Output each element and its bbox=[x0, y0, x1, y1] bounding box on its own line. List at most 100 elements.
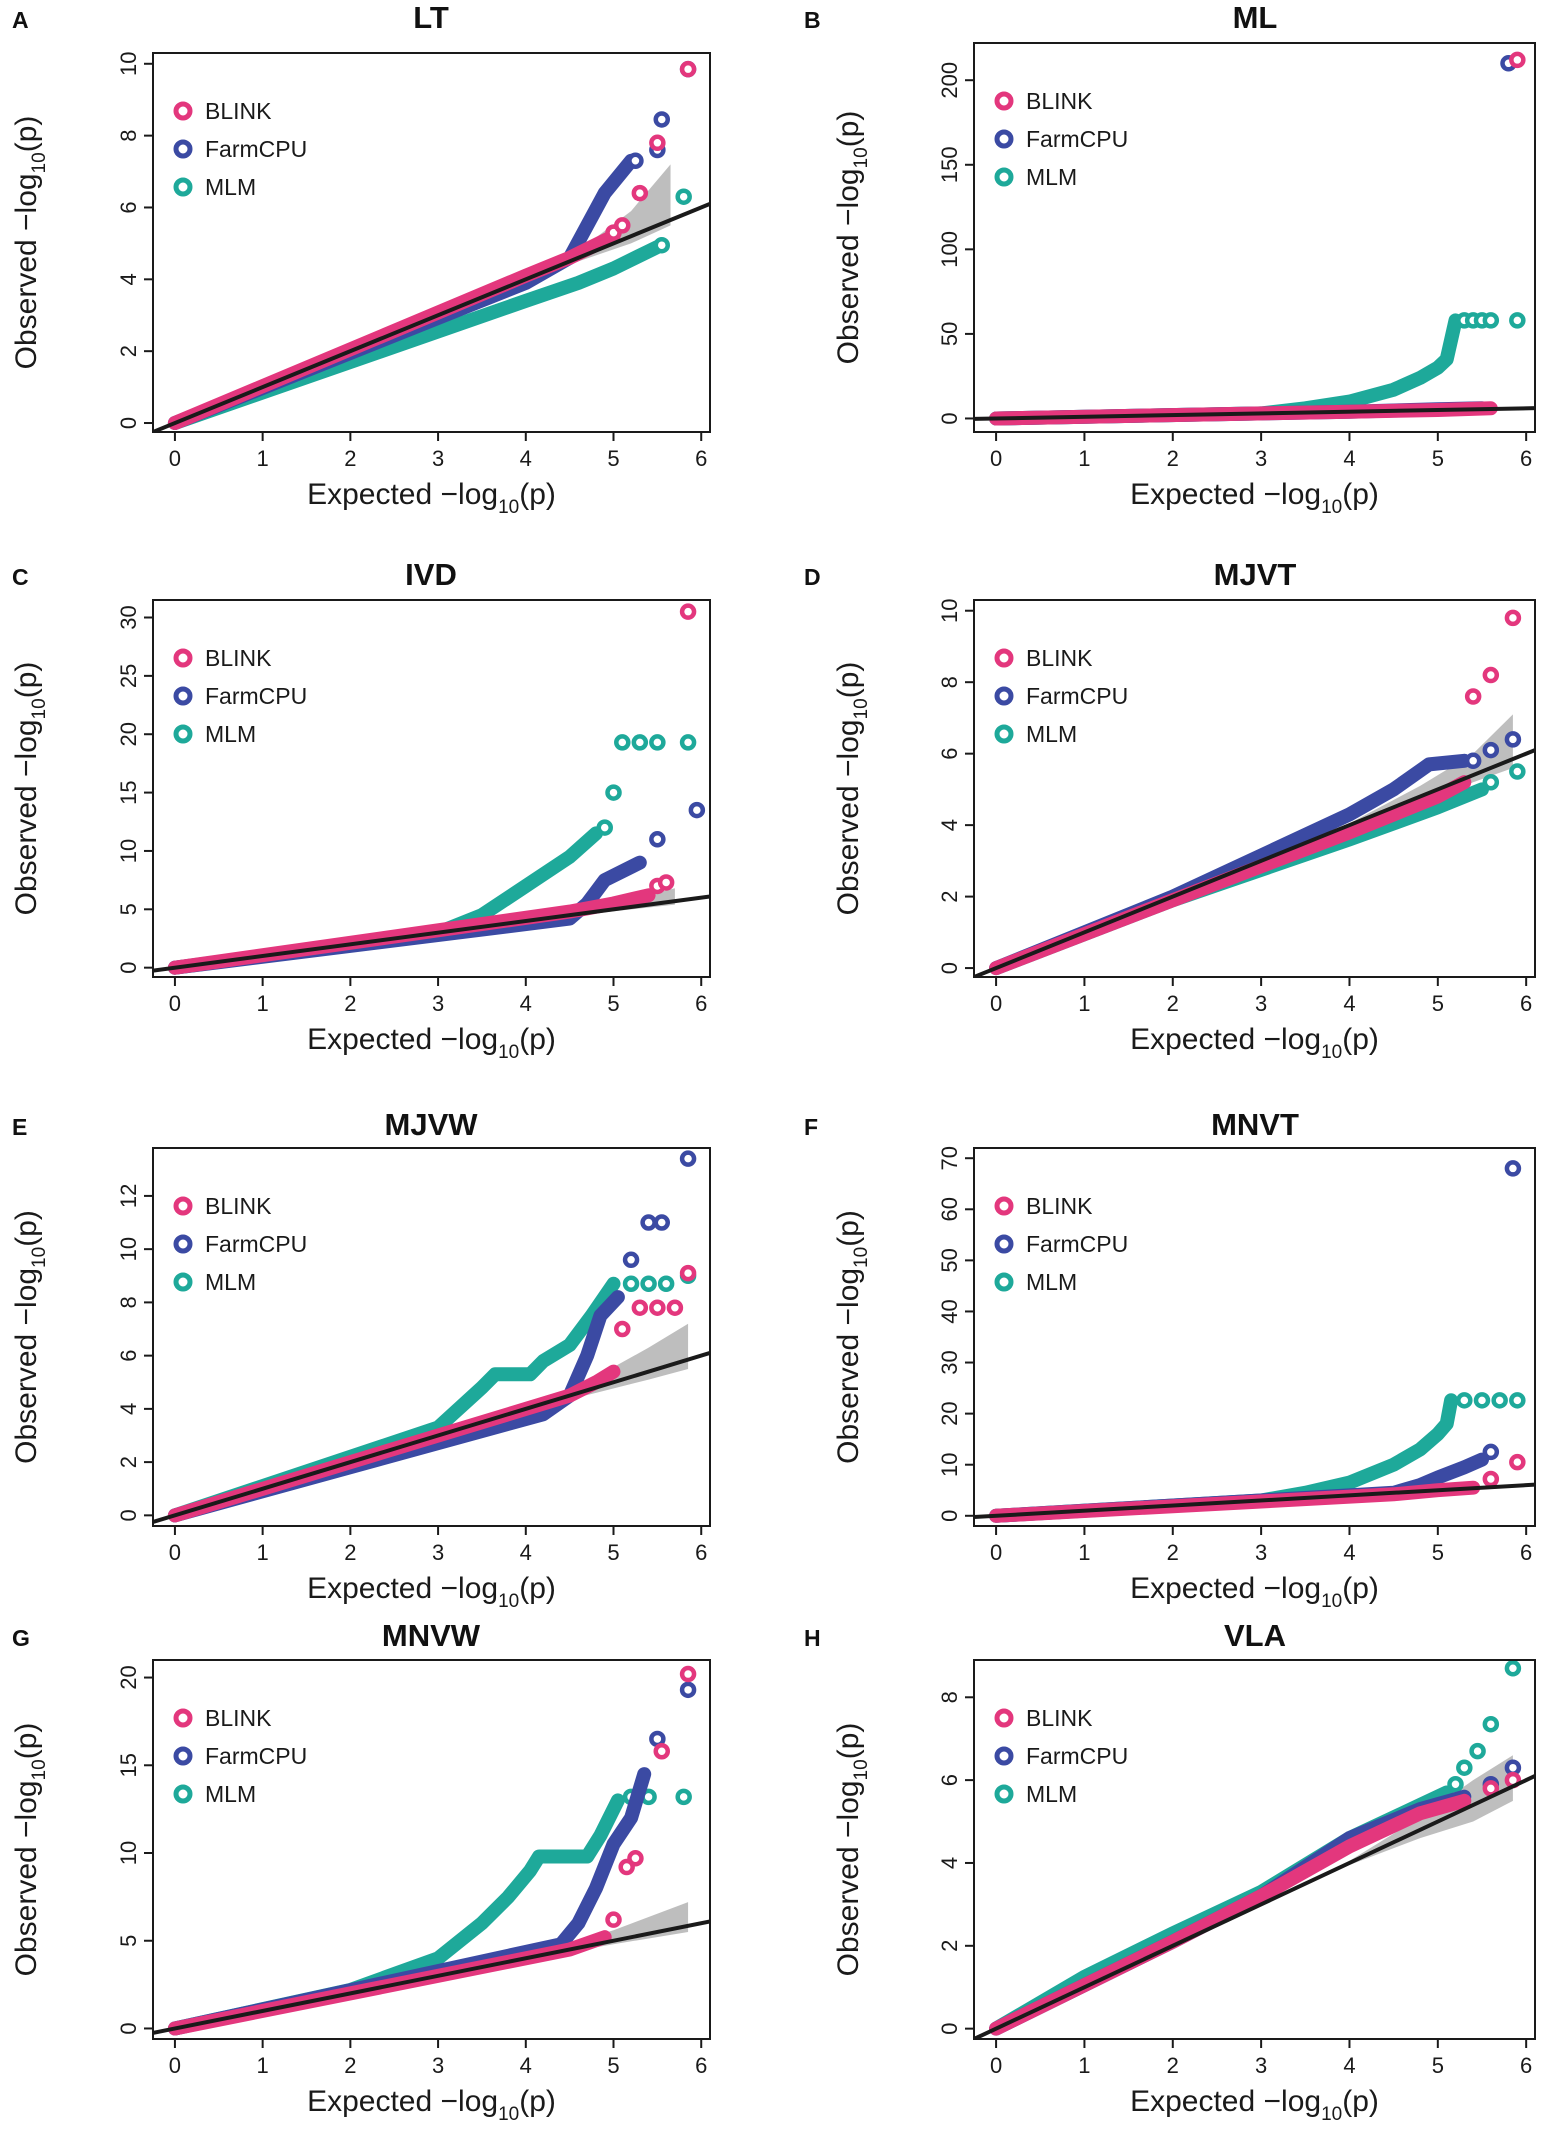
data-point bbox=[679, 734, 697, 751]
series-farmcpu bbox=[167, 1150, 697, 1523]
legend-marker-farmcpu bbox=[173, 1746, 193, 1766]
data-point bbox=[614, 1320, 631, 1338]
legend-label-mlm: MLM bbox=[205, 1781, 256, 1807]
x-tick-label: 3 bbox=[432, 2053, 444, 2078]
y-tick-label: 150 bbox=[937, 146, 962, 183]
x-tick-label: 2 bbox=[344, 991, 356, 1016]
x-tick-label: 5 bbox=[1432, 446, 1444, 471]
y-tick-label: 10 bbox=[116, 1841, 141, 1865]
data-point bbox=[1482, 1780, 1500, 1797]
x-tick-label: 6 bbox=[695, 1540, 707, 1565]
x-tick-label: 1 bbox=[1078, 991, 1090, 1016]
legend-marker-blink bbox=[994, 1196, 1014, 1216]
panel-title: MJVT bbox=[1214, 557, 1297, 592]
data-point bbox=[1482, 1715, 1500, 1733]
x-tick-label: 0 bbox=[169, 2053, 181, 2078]
data-point bbox=[1509, 1453, 1526, 1471]
data-point bbox=[640, 1214, 657, 1231]
y-tick-label: 0 bbox=[116, 417, 141, 429]
y-tick-label: 2 bbox=[937, 1940, 962, 1952]
x-tick-label: 5 bbox=[1432, 991, 1444, 1016]
series-curve bbox=[167, 1793, 625, 2036]
x-tick-label: 0 bbox=[169, 1540, 181, 1565]
x-tick-label: 2 bbox=[1167, 991, 1179, 1016]
legend-marker-blink bbox=[173, 1708, 193, 1728]
legend: BLINK FarmCPU MLM bbox=[994, 1705, 1128, 1807]
x-tick-label: 5 bbox=[1432, 2053, 1444, 2078]
y-tick-label: 0 bbox=[116, 2022, 141, 2034]
y-tick-label: 25 bbox=[116, 664, 141, 688]
panel-b: B ML 0 1 2 3 4 5 6 0 50 100 150 200 Expected −log10(p)… bbox=[804, 0, 1536, 518]
x-tick-label: 3 bbox=[432, 446, 444, 471]
y-tick-label: 0 bbox=[937, 962, 962, 974]
y-tick-label: 40 bbox=[937, 1299, 962, 1323]
series-curve bbox=[989, 1793, 1472, 2036]
y-tick-label: 5 bbox=[116, 903, 141, 915]
legend-label-blink: BLINK bbox=[1026, 645, 1093, 671]
series-curve bbox=[167, 240, 665, 430]
series-mlm bbox=[167, 1788, 692, 2036]
legend-marker-mlm bbox=[173, 1272, 193, 1292]
legend-label-mlm: MLM bbox=[205, 721, 256, 747]
y-tick-label: 0 bbox=[116, 962, 141, 974]
x-axis-label: Expected −log10(p) bbox=[307, 1023, 556, 1063]
y-tick-label: 4 bbox=[116, 273, 141, 285]
legend-marker-farmcpu bbox=[173, 1234, 193, 1254]
plot-frame bbox=[152, 1147, 711, 1527]
y-axis-label: Observed −log10(p) bbox=[832, 1723, 872, 1977]
x-tick-label: 1 bbox=[1078, 1540, 1090, 1565]
legend-label-blink: BLINK bbox=[1026, 1705, 1093, 1731]
data-point bbox=[679, 1665, 697, 1683]
y-tick-label: 6 bbox=[937, 748, 962, 760]
x-axis-label: Expected −log10(p) bbox=[307, 2085, 556, 2125]
legend-marker-mlm bbox=[994, 724, 1014, 744]
data-point bbox=[614, 217, 631, 234]
data-point bbox=[1456, 1392, 1473, 1409]
plot-frame bbox=[973, 1659, 1536, 2040]
x-tick-label: 0 bbox=[169, 446, 181, 471]
legend-marker-farmcpu bbox=[994, 1234, 1014, 1254]
legend-label-farmcpu: FarmCPU bbox=[1026, 1743, 1128, 1769]
x-axis-label: Expected −log10(p) bbox=[1130, 1572, 1379, 1612]
data-point bbox=[605, 784, 622, 801]
y-tick-label: 50 bbox=[937, 1248, 962, 1272]
x-tick-label: 1 bbox=[257, 2053, 269, 2078]
panel-letter: F bbox=[804, 1114, 818, 1140]
y-tick-label: 70 bbox=[937, 1146, 962, 1170]
legend-marker-blink bbox=[173, 648, 193, 668]
y-tick-label: 50 bbox=[937, 322, 962, 346]
plot-frame bbox=[973, 1147, 1536, 1527]
y-tick-label: 10 bbox=[116, 839, 141, 863]
legend-marker-mlm bbox=[173, 724, 193, 744]
legend: BLINK FarmCPU MLM bbox=[173, 1705, 307, 1807]
y-tick-label: 100 bbox=[937, 231, 962, 268]
x-tick-label: 5 bbox=[607, 2053, 619, 2078]
data-point bbox=[1491, 1392, 1508, 1409]
legend-marker-blink bbox=[994, 648, 1014, 668]
y-tick-label: 10 bbox=[116, 1237, 141, 1261]
x-tick-label: 6 bbox=[695, 2053, 707, 2078]
legend: BLINK FarmCPU MLM bbox=[994, 645, 1128, 747]
legend-label-mlm: MLM bbox=[1026, 1269, 1077, 1295]
legend-marker-blink bbox=[173, 1196, 193, 1216]
data-point bbox=[631, 734, 649, 751]
data-point bbox=[1482, 1470, 1500, 1488]
y-tick-label: 0 bbox=[937, 1510, 962, 1522]
x-tick-label: 5 bbox=[607, 1540, 619, 1565]
x-tick-label: 5 bbox=[1432, 1540, 1444, 1565]
data-point bbox=[1509, 1392, 1526, 1409]
panel-title: IVD bbox=[405, 557, 457, 592]
x-tick-label: 0 bbox=[169, 991, 181, 1016]
legend-marker-blink bbox=[173, 101, 193, 121]
plot-frame bbox=[152, 599, 711, 978]
legend: BLINK FarmCPU MLM bbox=[173, 1193, 307, 1295]
y-axis-label: Observed −log10(p) bbox=[10, 1210, 50, 1464]
legend-label-mlm: MLM bbox=[205, 174, 256, 200]
legend-label-farmcpu: FarmCPU bbox=[1026, 1231, 1128, 1257]
y-axis-label: Observed −log10(p) bbox=[832, 1210, 872, 1464]
x-tick-label: 3 bbox=[1255, 2053, 1267, 2078]
data-point bbox=[679, 1264, 697, 1282]
x-tick-label: 3 bbox=[432, 991, 444, 1016]
data-point bbox=[649, 134, 666, 152]
